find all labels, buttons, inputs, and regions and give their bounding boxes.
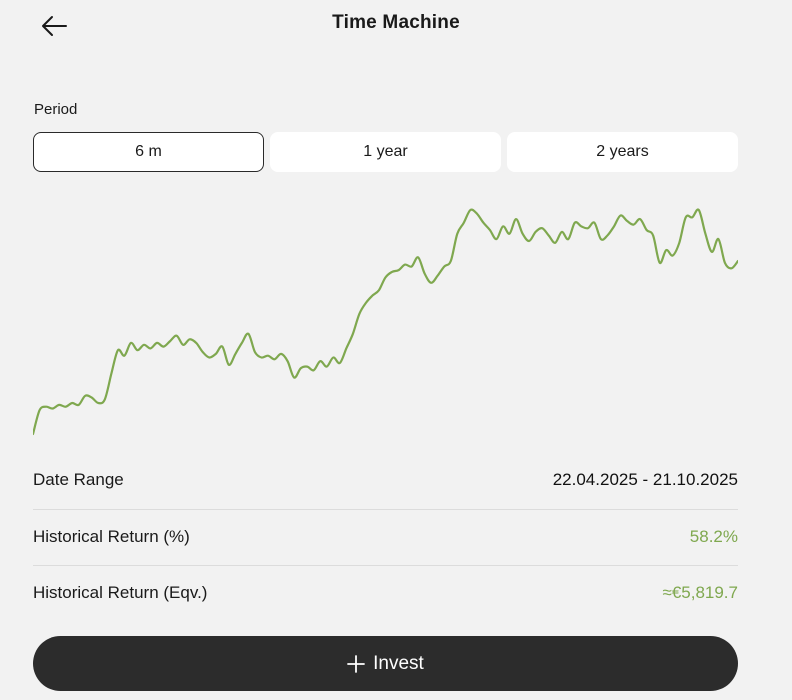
date-range-row: Date Range 22.04.2025 - 21.10.2025 <box>33 452 738 507</box>
arrow-left-icon <box>42 16 67 36</box>
historical-return-eqv-label: Historical Return (Eqv.) <box>33 583 208 602</box>
tab-1-year[interactable]: 1 year <box>270 132 501 172</box>
tab-2-years[interactable]: 2 years <box>507 132 738 172</box>
date-range-value: 22.04.2025 - 21.10.2025 <box>552 469 738 489</box>
historical-return-pct-label: Historical Return (%) <box>33 527 190 546</box>
back-button[interactable] <box>36 10 72 42</box>
historical-return-pct-value: 58.2% <box>689 527 738 546</box>
tab-6-months[interactable]: 6 m <box>33 132 264 172</box>
plus-icon <box>347 654 366 673</box>
date-range-label: Date Range <box>33 469 124 489</box>
period-label: Period <box>34 101 78 118</box>
invest-button[interactable]: Invest <box>33 636 738 691</box>
performance-chart <box>33 200 738 440</box>
invest-button-label: Invest <box>373 652 424 674</box>
historical-return-pct-row: Historical Return (%) 58.2% <box>33 509 738 564</box>
historical-return-eqv-row: Historical Return (Eqv.) ≈€5,819.7 <box>33 565 738 620</box>
page-title: Time Machine <box>332 12 460 33</box>
series-line <box>33 208 738 436</box>
historical-return-eqv-value: ≈€5,819.7 <box>662 583 738 602</box>
period-selector: 6 m 1 year 2 years <box>33 132 738 172</box>
